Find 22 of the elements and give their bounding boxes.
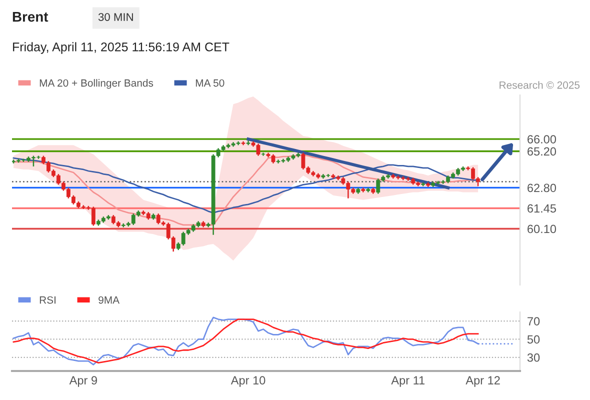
line-series <box>12 157 479 214</box>
legend-label: 9MA <box>98 296 120 304</box>
y-tick-label: 30 <box>527 353 540 362</box>
line-series <box>246 138 450 190</box>
x-tick-label: Apr 10 <box>230 376 266 387</box>
legend-label: MA 50 <box>196 79 224 87</box>
x-tick-label: Apr 11 <box>391 376 424 387</box>
y-tick-label: 61.45 <box>528 204 556 213</box>
y-tick-label: 50 <box>527 335 540 344</box>
x-tick-label: Apr 9 <box>69 376 97 387</box>
chart-subtitle: Friday, April 11, 2025 11:56:19 AM CET <box>13 42 230 54</box>
y-tick-label: 62.80 <box>528 184 556 192</box>
y-tick-label: 70 <box>528 317 540 326</box>
text: Research © 2025 <box>500 81 580 89</box>
text: 30 MIN <box>98 13 133 21</box>
chart-title: Brent <box>12 12 48 22</box>
y-tick-label: 60.10 <box>528 224 556 234</box>
y-tick-label: 65.20 <box>528 147 556 156</box>
y-tick-label: 66.00 <box>528 135 556 144</box>
legend-label: RSI <box>40 296 56 304</box>
legend-label: MA 20 + Bollinger Bands <box>40 79 154 89</box>
x-tick-label: Apr 12 <box>466 376 500 387</box>
